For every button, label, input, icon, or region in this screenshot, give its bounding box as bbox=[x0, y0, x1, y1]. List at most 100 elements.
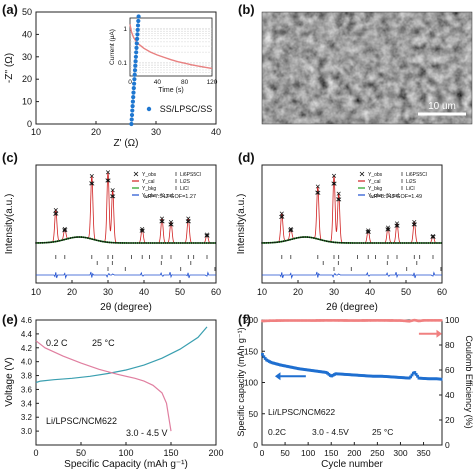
observed-point bbox=[414, 242, 417, 244]
observed-point bbox=[52, 241, 55, 243]
observed-point bbox=[84, 236, 87, 239]
y-tick-label: 3.8 bbox=[21, 372, 33, 381]
observed-point bbox=[169, 242, 171, 244]
observed-point bbox=[440, 242, 443, 244]
legend-label: LiCl bbox=[180, 186, 189, 192]
data-point bbox=[130, 103, 135, 109]
observed-point bbox=[73, 236, 76, 239]
observed-peak-marker bbox=[315, 184, 320, 189]
coulomb-efficiency-point bbox=[439, 318, 443, 322]
observed-peak-marker bbox=[289, 228, 294, 233]
observed-point bbox=[425, 242, 428, 244]
observed-point bbox=[181, 242, 184, 244]
observed-point bbox=[212, 242, 215, 244]
observed-peak-marker bbox=[53, 211, 58, 216]
observed-point bbox=[297, 236, 300, 239]
panel-c-stats: wR=7.542 GOF=1.27 bbox=[143, 194, 196, 200]
data-point bbox=[134, 41, 139, 46]
legend-label: Y_obs - Y_cal bbox=[142, 193, 173, 199]
observed-point bbox=[366, 242, 369, 244]
panel-d-frame bbox=[261, 164, 443, 284]
observed-peak-marker bbox=[395, 223, 400, 228]
observed-point bbox=[177, 242, 180, 244]
observed-peak-marker bbox=[280, 214, 285, 219]
x-tick-label: 250 bbox=[370, 448, 384, 458]
legend-label: Y_obs bbox=[142, 172, 157, 178]
data-point bbox=[132, 68, 138, 73]
observed-point bbox=[310, 236, 313, 239]
observed-peak-marker bbox=[110, 188, 115, 193]
observed-point bbox=[388, 242, 391, 244]
panel-label-a: (a) bbox=[2, 2, 18, 17]
data-point bbox=[133, 54, 138, 59]
observed-point bbox=[97, 239, 100, 242]
y2-tick-label: 0 bbox=[445, 440, 450, 450]
observed-peak-marker bbox=[431, 234, 436, 239]
x-tick-label: 30 bbox=[329, 287, 339, 297]
observed-point bbox=[160, 242, 163, 244]
observed-point bbox=[321, 239, 324, 242]
observed-peak-marker bbox=[337, 197, 342, 202]
observed-point bbox=[89, 237, 91, 240]
y2-tick-label: 80 bbox=[445, 340, 455, 350]
data-point bbox=[135, 36, 140, 41]
observed-point bbox=[319, 238, 322, 241]
y-tick-label: 4.4 bbox=[21, 330, 33, 339]
x-tick-label: 30 bbox=[103, 287, 113, 297]
observed-point bbox=[416, 242, 419, 244]
observed-point bbox=[325, 240, 328, 243]
y-tick-label: 20 bbox=[22, 74, 32, 84]
observed-peak-marker bbox=[288, 226, 293, 232]
observed-point bbox=[267, 241, 270, 244]
observed-point bbox=[86, 237, 89, 239]
x-tick-label: 30 bbox=[151, 127, 161, 137]
x-tick-label: 60 bbox=[211, 287, 221, 297]
observed-point bbox=[166, 242, 169, 244]
panel-b-sem-image: 10 um bbox=[261, 11, 473, 125]
observed-point bbox=[284, 239, 287, 242]
observed-point bbox=[360, 242, 363, 244]
observed-point bbox=[45, 241, 48, 244]
observed-point bbox=[315, 237, 317, 240]
scale-bar-label: 10 um bbox=[428, 101, 456, 112]
data-point bbox=[130, 108, 135, 113]
observed-peak-marker bbox=[89, 173, 94, 179]
x-tick-label: 300 bbox=[393, 448, 407, 458]
observed-point bbox=[56, 240, 59, 243]
panel-f-ylabel: Specific capacity (mAh g⁻¹) bbox=[236, 327, 246, 436]
observed-peak-marker bbox=[279, 211, 284, 216]
observed-peak-marker bbox=[90, 181, 95, 186]
observed-point bbox=[158, 242, 161, 244]
data-point bbox=[131, 86, 136, 91]
capacity-point bbox=[262, 355, 266, 359]
observed-point bbox=[194, 242, 197, 244]
observed-point bbox=[261, 242, 263, 244]
observed-point bbox=[145, 242, 148, 244]
panel-f-annotation-rate: 0.2C bbox=[268, 427, 286, 437]
observed-point bbox=[295, 237, 298, 239]
observed-point bbox=[336, 241, 339, 244]
x-tick-label: 10 bbox=[31, 287, 41, 297]
observed-point bbox=[37, 242, 40, 244]
panel-label-b: (b) bbox=[238, 2, 255, 17]
y2-tick-label: 60 bbox=[445, 365, 455, 375]
capacity-point bbox=[414, 372, 418, 376]
observed-point bbox=[291, 238, 294, 241]
observed-point bbox=[151, 242, 154, 244]
x-tick-label: 20 bbox=[67, 287, 77, 297]
observed-point bbox=[375, 242, 378, 244]
legend-label: Y_bkg bbox=[368, 186, 382, 192]
observed-peak-marker bbox=[336, 197, 341, 202]
panel-f-annotation-window: 3.0 - 4.5V bbox=[312, 427, 349, 437]
observed-point bbox=[371, 242, 374, 244]
panel-e-annotation-temp: 25 °C bbox=[92, 338, 115, 348]
y-tick-label: 200 bbox=[244, 315, 258, 325]
observed-point bbox=[405, 242, 408, 244]
observed-point bbox=[433, 242, 436, 244]
x-tick-label: 200 bbox=[208, 448, 223, 458]
observed-point bbox=[95, 239, 98, 242]
observed-point bbox=[407, 242, 410, 244]
observed-point bbox=[106, 241, 109, 244]
y-tick-label: 3.4 bbox=[21, 399, 33, 408]
difference-line bbox=[262, 271, 442, 280]
